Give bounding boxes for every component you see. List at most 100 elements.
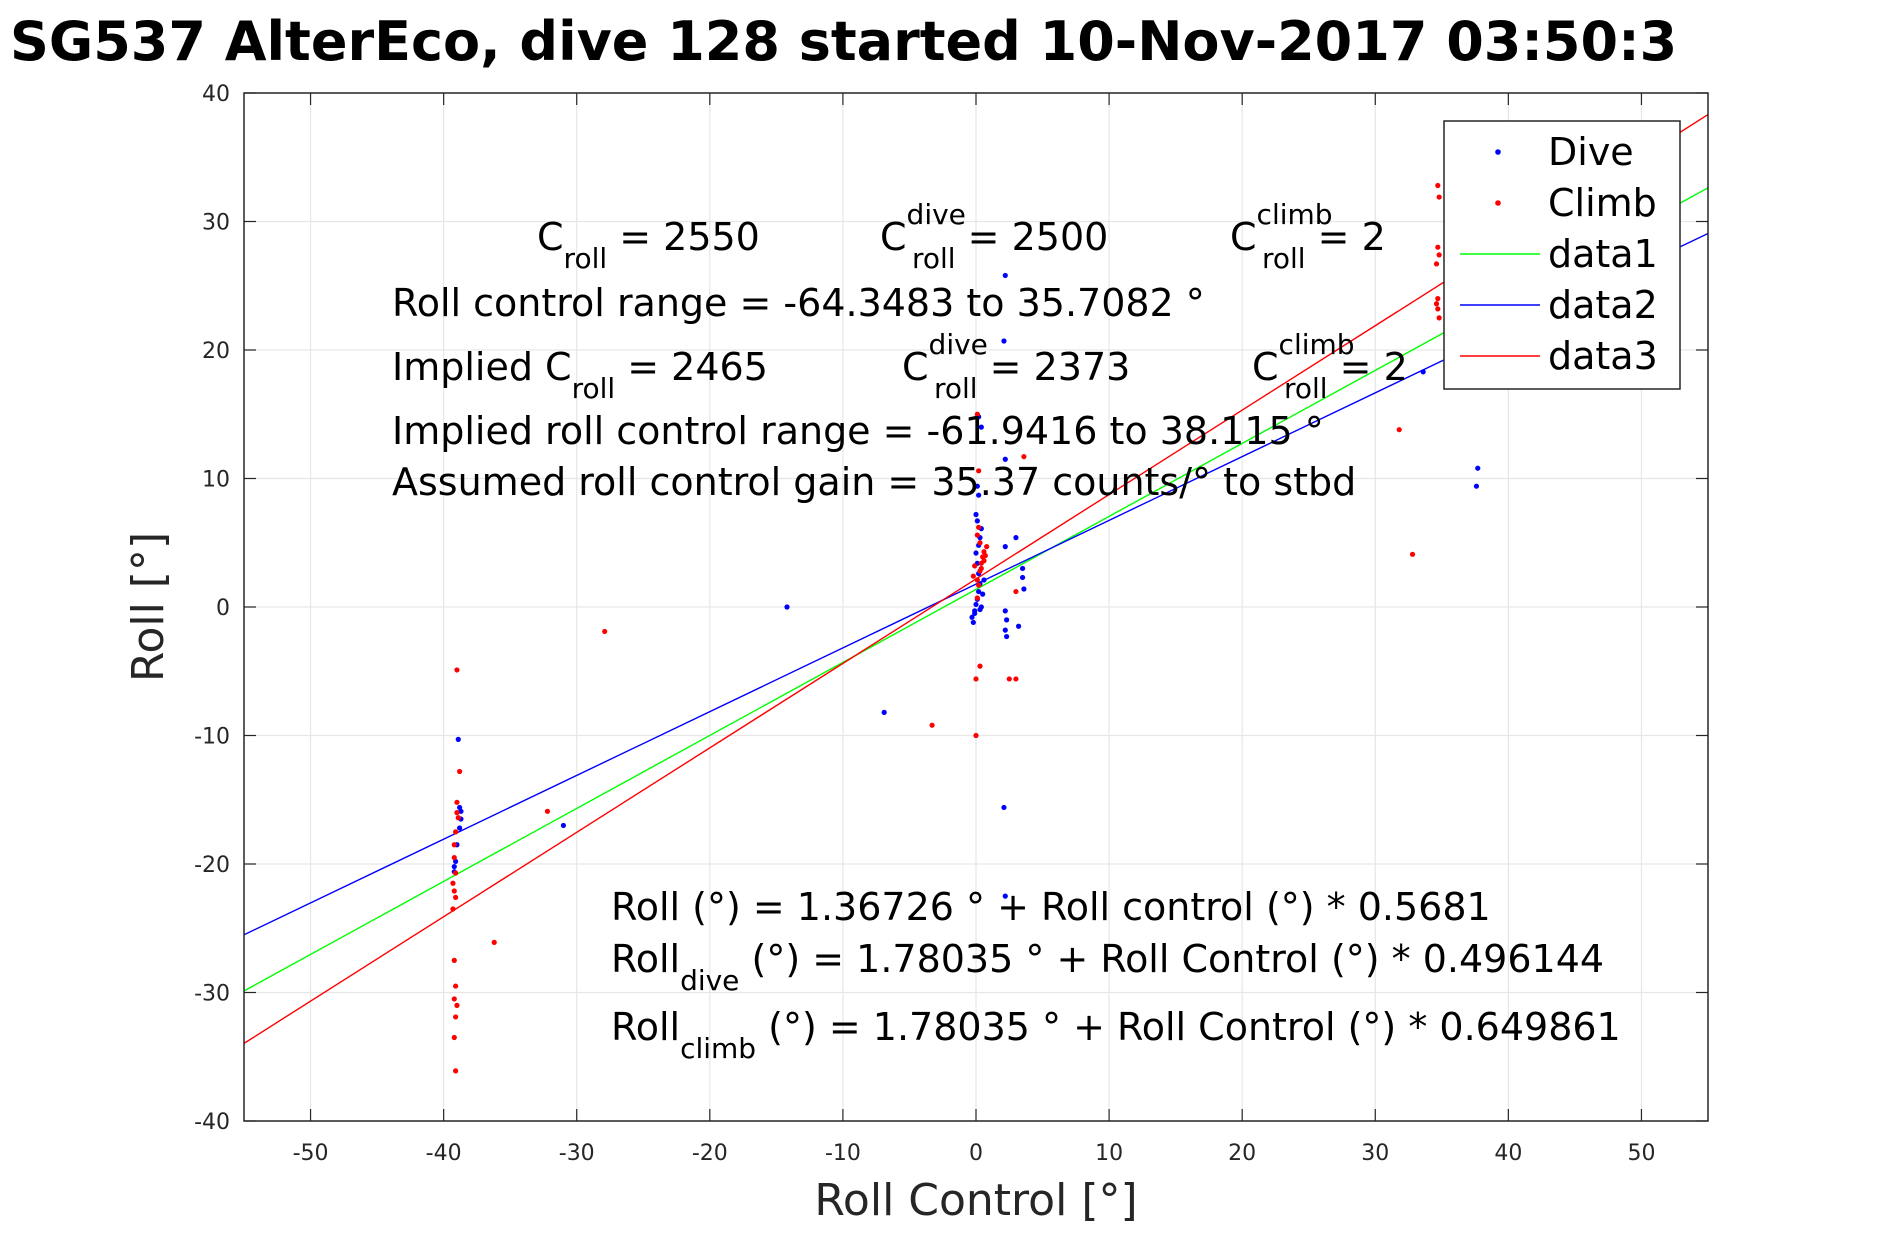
point-climb [982,553,988,559]
point-climb [454,1002,460,1008]
point-climb [451,1034,457,1041]
annotation-fit-all: Roll (°) = 1.36726 ° + Roll control (°) … [611,885,1491,929]
point-dive [881,709,887,715]
point-dive [1420,369,1426,375]
point-climb [972,563,978,569]
y-tick-label: 20 [202,339,230,364]
x-axis-label: Roll Control [°] [814,1175,1137,1226]
point-climb [984,544,990,550]
point-climb [450,880,456,886]
annotation-c-roll-climb-sub: roll = 2 [1262,215,1386,275]
point-dive [981,577,987,583]
point-climb [1436,194,1442,200]
legend-label-data1: data1 [1548,232,1658,276]
data-points [450,182,1481,1074]
y-tick-label: 10 [202,468,230,493]
point-climb [454,810,460,816]
point-dive [1475,465,1481,471]
point-climb [1409,551,1416,557]
point-climb [1435,296,1441,302]
point-dive [1002,544,1008,550]
point-climb [1013,588,1019,595]
point-dive [1002,272,1008,279]
point-climb [455,815,461,821]
y-tick-label: -40 [194,1110,230,1135]
legend-label-data3: data3 [1548,334,1658,378]
legend-label-data2: data2 [1548,283,1658,327]
point-climb [453,870,459,876]
annotation-implied-c-roll: Implied Croll = 2465 [392,345,768,405]
point-climb [1436,252,1442,258]
point-dive [969,614,975,620]
axis-ticks: -50 -40 -30 -20 -10 0 10 20 30 40 50 -40 -30 -20 -10 0 1… [194,82,1708,1166]
point-climb [1021,454,1027,460]
point-dive [970,619,976,626]
point-dive [457,825,463,831]
y-tick-label: -30 [194,982,230,1007]
point-climb [453,829,459,835]
x-tick-label: 0 [969,1141,983,1166]
point-climb [454,667,460,673]
y-tick-label: 30 [202,211,230,236]
point-climb [451,888,457,894]
x-tick-label: -20 [692,1141,728,1166]
annotation-fit-climb: Rollclimb (°) = 1.78035 ° + Roll Control… [611,1005,1621,1065]
legend-marker-climb [1495,200,1501,206]
point-dive [974,518,980,524]
point-dive [973,601,979,608]
point-climb [1006,676,1012,682]
point-dive [1001,804,1007,811]
annotation-implied-range: Implied roll control range = -61.9416 to… [392,409,1324,453]
annotation-c-roll-dive-sub: roll = 2500 [912,215,1108,275]
legend-label-dive: Dive [1548,130,1634,174]
annotation-c-roll-climb: Cclimb [1230,198,1333,259]
point-dive [978,424,984,430]
annotation-implied-c-roll-dive: Cdive [902,328,988,389]
point-dive [1002,608,1008,614]
point-dive [455,736,461,742]
point-climb [974,577,980,583]
point-dive [980,591,986,597]
x-tick-label: 30 [1361,1141,1389,1166]
x-tick-label: -10 [825,1141,861,1166]
chart-title: SG537 AlterEco, dive 128 started 10-Nov-… [10,10,1677,73]
point-dive [1004,617,1010,623]
x-tick-label: -50 [293,1141,329,1166]
point-climb [970,573,976,579]
point-dive [1002,456,1008,462]
legend-box [1443,120,1681,390]
point-dive [1002,893,1008,899]
annotation-implied-c-roll-dive-sub: roll = 2373 [934,345,1130,405]
y-tick-label: 0 [216,596,230,621]
plot-frame [243,92,1709,1122]
annotation-gain: Assumed roll control gain = 35.37 counts… [392,460,1356,504]
point-dive [560,822,567,829]
point-dive [973,550,979,556]
point-climb [491,939,497,945]
x-tick-label: 50 [1627,1141,1655,1166]
x-tick-label: 40 [1494,1141,1522,1166]
point-climb [1013,676,1019,682]
point-dive [977,606,983,613]
point-climb [451,996,457,1002]
point-climb [973,732,979,739]
point-climb [453,983,459,989]
point-dive [973,511,979,518]
point-climb [1433,261,1440,267]
point-climb [453,894,459,901]
x-tick-label: -30 [559,1141,595,1166]
x-tick-label: 10 [1095,1141,1123,1166]
point-climb [602,628,608,635]
point-climb [976,524,982,530]
point-climb [544,808,551,814]
point-climb [976,582,982,588]
legend-label-climb: Climb [1548,181,1657,225]
point-climb [973,676,979,682]
y-tick-label: -20 [194,853,230,878]
legend: Dive Climb data1 data2 data3 [1443,120,1681,390]
point-climb [454,799,460,805]
point-climb [453,1014,459,1020]
point-climb [974,532,980,538]
point-dive [1473,483,1480,489]
annotations: Croll = 2550 Cdive roll = 2500 Cclimb ro… [392,198,1621,1065]
